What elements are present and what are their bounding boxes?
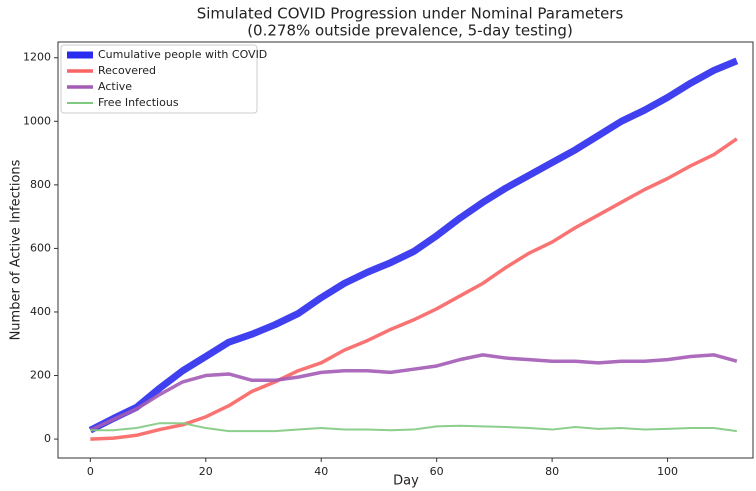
plot-frame [57,41,754,459]
y-tick-label: 800 [30,178,51,191]
x-tick-label: 80 [545,465,559,478]
series-line [90,422,737,433]
series-line [90,137,738,441]
y-axis-label: Number of Active Infections [9,159,24,340]
y-tick-label: 400 [30,305,51,318]
y-tick-label: 1200 [23,51,51,64]
legend-label: Recovered [98,64,156,77]
y-tick-label: 0 [44,432,51,445]
x-tick-label: 100 [657,465,678,478]
series-line [88,57,739,434]
x-tick-label: 20 [199,465,213,478]
x-tick-label: 40 [314,465,328,478]
chart-subtitle: (0.278% outside prevalence, 5-day testin… [247,22,573,40]
chart-title: Simulated COVID Progression under Nomina… [197,5,624,23]
legend-label: Free Infectious [98,96,179,109]
legend-label: Cumulative people with COVID [98,48,267,61]
series-line [89,353,738,432]
legend-label: Active [98,80,132,93]
x-axis-label: Day [393,474,419,489]
y-tick-label: 600 [30,241,51,254]
y-tick-label: 1000 [23,114,51,127]
y-tick-label: 200 [30,369,51,382]
legend-box [60,44,258,114]
x-tick-label: 60 [430,465,444,478]
x-tick-label: 0 [87,465,94,478]
